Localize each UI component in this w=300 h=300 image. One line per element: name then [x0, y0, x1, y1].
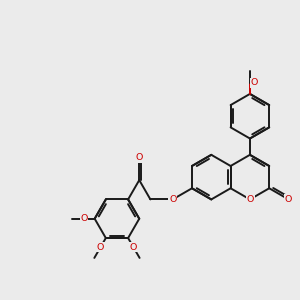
Text: O: O [285, 195, 292, 204]
Text: O: O [97, 243, 104, 252]
Text: O: O [130, 243, 137, 252]
Text: O: O [169, 195, 176, 204]
Text: O: O [80, 214, 88, 223]
Text: O: O [136, 153, 143, 162]
Text: O: O [251, 78, 258, 87]
Text: O: O [247, 195, 254, 204]
